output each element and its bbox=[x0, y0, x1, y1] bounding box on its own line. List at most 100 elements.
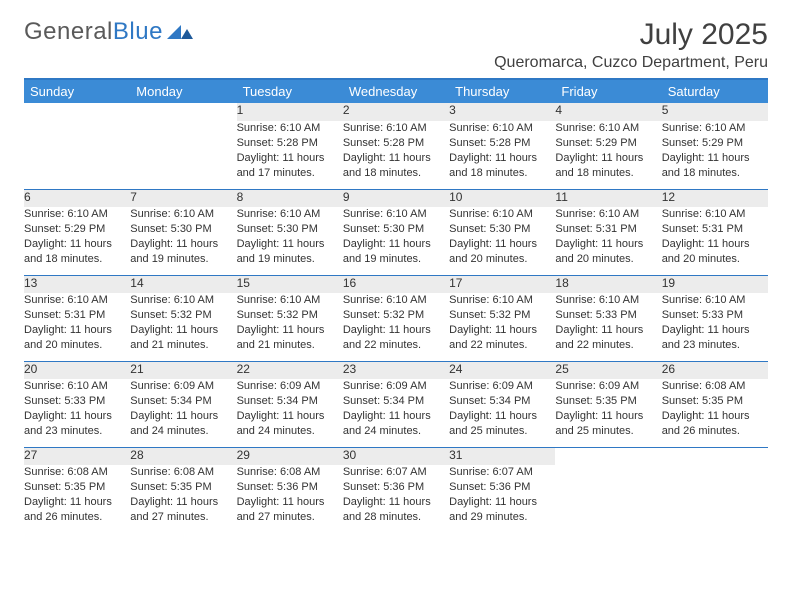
day-number-cell: 25 bbox=[555, 361, 661, 379]
day-number-cell: 14 bbox=[130, 275, 236, 293]
sunrise-line: Sunrise: 6:10 AM bbox=[343, 121, 449, 136]
day-number-cell: 30 bbox=[343, 447, 449, 465]
sunrise-line: Sunrise: 6:10 AM bbox=[343, 207, 449, 222]
sunset-line: Sunset: 5:29 PM bbox=[555, 136, 661, 151]
day-detail-cell: Sunrise: 6:07 AMSunset: 5:36 PMDaylight:… bbox=[449, 465, 555, 533]
sunrise-line: Sunrise: 6:10 AM bbox=[662, 207, 768, 222]
sunrise-line: Sunrise: 6:10 AM bbox=[555, 293, 661, 308]
sunrise-line: Sunrise: 6:07 AM bbox=[449, 465, 555, 480]
calendar-table: Sunday Monday Tuesday Wednesday Thursday… bbox=[24, 80, 768, 533]
sunset-line: Sunset: 5:30 PM bbox=[449, 222, 555, 237]
sunrise-line: Sunrise: 6:10 AM bbox=[449, 293, 555, 308]
sunrise-line: Sunrise: 6:09 AM bbox=[237, 379, 343, 394]
sunrise-line: Sunrise: 6:10 AM bbox=[130, 207, 236, 222]
sunrise-line: Sunrise: 6:08 AM bbox=[130, 465, 236, 480]
daylight-line: Daylight: 11 hours and 29 minutes. bbox=[449, 495, 555, 525]
daynum-row: 2728293031 bbox=[24, 447, 768, 465]
daylight-line: Daylight: 11 hours and 20 minutes. bbox=[555, 237, 661, 267]
daynum-row: 12345 bbox=[24, 103, 768, 121]
sunset-line: Sunset: 5:34 PM bbox=[130, 394, 236, 409]
sunset-line: Sunset: 5:28 PM bbox=[343, 136, 449, 151]
daylight-line: Daylight: 11 hours and 20 minutes. bbox=[662, 237, 768, 267]
title-block: July 2025 Queromarca, Cuzco Department, … bbox=[494, 18, 768, 72]
day-detail-cell: Sunrise: 6:10 AMSunset: 5:28 PMDaylight:… bbox=[343, 121, 449, 189]
sunset-line: Sunset: 5:33 PM bbox=[555, 308, 661, 323]
sunset-line: Sunset: 5:35 PM bbox=[662, 394, 768, 409]
daylight-line: Daylight: 11 hours and 24 minutes. bbox=[237, 409, 343, 439]
daylight-line: Daylight: 11 hours and 26 minutes. bbox=[24, 495, 130, 525]
day-number-cell: 3 bbox=[449, 103, 555, 121]
sunset-line: Sunset: 5:30 PM bbox=[237, 222, 343, 237]
day-number-cell: 2 bbox=[343, 103, 449, 121]
day-detail-cell: Sunrise: 6:08 AMSunset: 5:35 PMDaylight:… bbox=[662, 379, 768, 447]
day-detail-cell: Sunrise: 6:09 AMSunset: 5:34 PMDaylight:… bbox=[237, 379, 343, 447]
sunrise-line: Sunrise: 6:10 AM bbox=[237, 121, 343, 136]
daylight-line: Daylight: 11 hours and 18 minutes. bbox=[662, 151, 768, 181]
sunset-line: Sunset: 5:32 PM bbox=[343, 308, 449, 323]
day-detail-cell: Sunrise: 6:07 AMSunset: 5:36 PMDaylight:… bbox=[343, 465, 449, 533]
sunset-line: Sunset: 5:30 PM bbox=[343, 222, 449, 237]
day-detail-cell bbox=[662, 465, 768, 533]
day-detail-cell: Sunrise: 6:08 AMSunset: 5:35 PMDaylight:… bbox=[24, 465, 130, 533]
daylight-line: Daylight: 11 hours and 18 minutes. bbox=[449, 151, 555, 181]
sunrise-line: Sunrise: 6:10 AM bbox=[449, 207, 555, 222]
daylight-line: Daylight: 11 hours and 17 minutes. bbox=[237, 151, 343, 181]
sunrise-line: Sunrise: 6:09 AM bbox=[130, 379, 236, 394]
details-row: Sunrise: 6:10 AMSunset: 5:28 PMDaylight:… bbox=[24, 121, 768, 189]
weekday-header: Saturday bbox=[662, 80, 768, 103]
daylight-line: Daylight: 11 hours and 21 minutes. bbox=[237, 323, 343, 353]
day-detail-cell: Sunrise: 6:10 AMSunset: 5:32 PMDaylight:… bbox=[237, 293, 343, 361]
day-detail-cell: Sunrise: 6:09 AMSunset: 5:34 PMDaylight:… bbox=[449, 379, 555, 447]
day-number-cell: 23 bbox=[343, 361, 449, 379]
day-number-cell: 13 bbox=[24, 275, 130, 293]
day-detail-cell: Sunrise: 6:10 AMSunset: 5:32 PMDaylight:… bbox=[130, 293, 236, 361]
day-detail-cell: Sunrise: 6:10 AMSunset: 5:30 PMDaylight:… bbox=[343, 207, 449, 275]
day-number-cell bbox=[555, 447, 661, 465]
daylight-line: Daylight: 11 hours and 22 minutes. bbox=[449, 323, 555, 353]
daylight-line: Daylight: 11 hours and 27 minutes. bbox=[237, 495, 343, 525]
day-detail-cell: Sunrise: 6:10 AMSunset: 5:30 PMDaylight:… bbox=[237, 207, 343, 275]
details-row: Sunrise: 6:10 AMSunset: 5:29 PMDaylight:… bbox=[24, 207, 768, 275]
sunrise-line: Sunrise: 6:09 AM bbox=[449, 379, 555, 394]
day-number-cell: 11 bbox=[555, 189, 661, 207]
sunrise-line: Sunrise: 6:10 AM bbox=[24, 293, 130, 308]
sunset-line: Sunset: 5:35 PM bbox=[24, 480, 130, 495]
weekday-header: Wednesday bbox=[343, 80, 449, 103]
daylight-line: Daylight: 11 hours and 28 minutes. bbox=[343, 495, 449, 525]
sunrise-line: Sunrise: 6:07 AM bbox=[343, 465, 449, 480]
sunset-line: Sunset: 5:34 PM bbox=[237, 394, 343, 409]
sunset-line: Sunset: 5:35 PM bbox=[555, 394, 661, 409]
daynum-row: 13141516171819 bbox=[24, 275, 768, 293]
day-detail-cell: Sunrise: 6:08 AMSunset: 5:35 PMDaylight:… bbox=[130, 465, 236, 533]
sunrise-line: Sunrise: 6:08 AM bbox=[237, 465, 343, 480]
day-number-cell: 4 bbox=[555, 103, 661, 121]
day-detail-cell: Sunrise: 6:10 AMSunset: 5:33 PMDaylight:… bbox=[24, 379, 130, 447]
sunset-line: Sunset: 5:33 PM bbox=[24, 394, 130, 409]
daylight-line: Daylight: 11 hours and 19 minutes. bbox=[130, 237, 236, 267]
daylight-line: Daylight: 11 hours and 25 minutes. bbox=[555, 409, 661, 439]
daylight-line: Daylight: 11 hours and 26 minutes. bbox=[662, 409, 768, 439]
day-detail-cell: Sunrise: 6:10 AMSunset: 5:33 PMDaylight:… bbox=[662, 293, 768, 361]
sunset-line: Sunset: 5:29 PM bbox=[662, 136, 768, 151]
day-detail-cell: Sunrise: 6:10 AMSunset: 5:31 PMDaylight:… bbox=[24, 293, 130, 361]
logo-icon bbox=[167, 18, 193, 46]
daylight-line: Daylight: 11 hours and 20 minutes. bbox=[449, 237, 555, 267]
day-number-cell: 10 bbox=[449, 189, 555, 207]
daynum-row: 6789101112 bbox=[24, 189, 768, 207]
day-number-cell: 12 bbox=[662, 189, 768, 207]
daylight-line: Daylight: 11 hours and 22 minutes. bbox=[343, 323, 449, 353]
day-number-cell: 19 bbox=[662, 275, 768, 293]
sunset-line: Sunset: 5:28 PM bbox=[449, 136, 555, 151]
sunset-line: Sunset: 5:32 PM bbox=[237, 308, 343, 323]
day-number-cell: 15 bbox=[237, 275, 343, 293]
weekday-header: Sunday bbox=[24, 80, 130, 103]
day-number-cell: 18 bbox=[555, 275, 661, 293]
day-number-cell: 27 bbox=[24, 447, 130, 465]
day-detail-cell: Sunrise: 6:10 AMSunset: 5:29 PMDaylight:… bbox=[555, 121, 661, 189]
day-number-cell: 20 bbox=[24, 361, 130, 379]
day-detail-cell: Sunrise: 6:10 AMSunset: 5:31 PMDaylight:… bbox=[555, 207, 661, 275]
day-detail-cell: Sunrise: 6:10 AMSunset: 5:32 PMDaylight:… bbox=[449, 293, 555, 361]
daylight-line: Daylight: 11 hours and 18 minutes. bbox=[24, 237, 130, 267]
day-number-cell: 9 bbox=[343, 189, 449, 207]
sunset-line: Sunset: 5:31 PM bbox=[662, 222, 768, 237]
